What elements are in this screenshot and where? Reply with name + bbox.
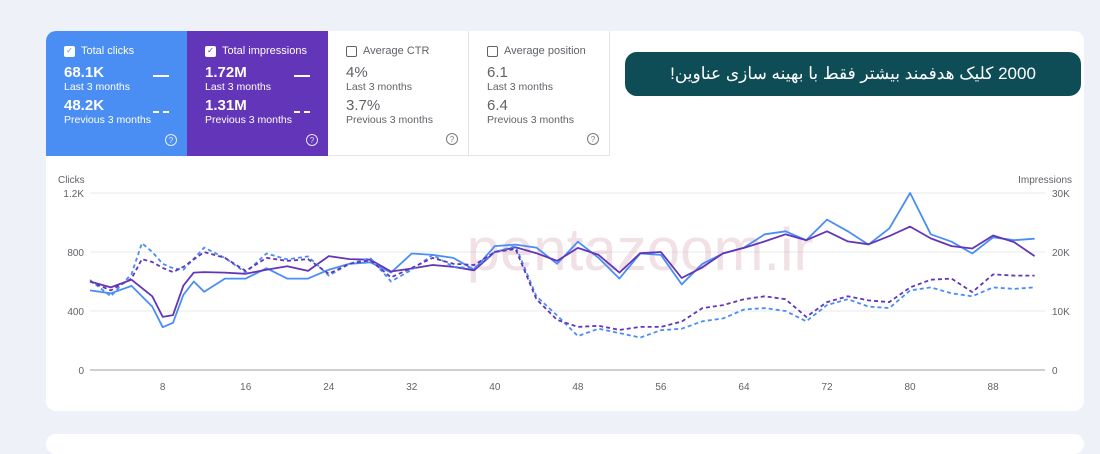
tile-prev-period: Previous 3 months bbox=[64, 114, 151, 126]
tile-header: ✓ Total clicks bbox=[64, 45, 187, 57]
tile-label: Total impressions bbox=[222, 45, 307, 57]
series-line-3 bbox=[89, 248, 1035, 331]
help-circle-icon[interactable]: ? bbox=[306, 134, 318, 146]
chart-lines bbox=[89, 192, 1036, 339]
y-left-tick-label: 1.2K bbox=[63, 189, 84, 200]
x-tick-label: 16 bbox=[240, 382, 252, 393]
x-tick-label: 80 bbox=[904, 382, 916, 393]
tile-period: Last 3 months bbox=[346, 81, 412, 93]
tile-value: 68.1K bbox=[64, 64, 105, 81]
tile-prev-value: 48.2K bbox=[64, 97, 105, 114]
x-tick-label: 48 bbox=[572, 382, 584, 393]
help-circle-icon[interactable]: ? bbox=[446, 133, 458, 145]
watermark: pentazoom.ir bbox=[467, 216, 814, 283]
series-line-1 bbox=[89, 225, 1036, 318]
tile-total-impressions[interactable]: ✓ Total impressions 1.72M Last 3 months … bbox=[187, 31, 328, 156]
tile-header: Average CTR bbox=[346, 45, 468, 57]
performance-chart: Clicks Impressions pentazoom.ir 0 0 400 10K… bbox=[58, 175, 1072, 393]
y-left-axis-label: Clicks bbox=[58, 175, 85, 186]
y-right-axis-label: Impressions bbox=[1018, 175, 1072, 186]
x-tick-label: 40 bbox=[489, 382, 501, 393]
check-icon[interactable]: ✓ bbox=[64, 45, 75, 57]
tile-average-ctr[interactable]: Average CTR 4% Last 3 months 3.7% Previo… bbox=[328, 31, 469, 156]
y-right-tick-label: 20K bbox=[1052, 248, 1070, 259]
tile-prev-value: 3.7% bbox=[346, 97, 381, 114]
help-circle-icon[interactable]: ? bbox=[165, 134, 177, 146]
help-circle-icon[interactable]: ? bbox=[587, 133, 599, 145]
checkbox-icon[interactable] bbox=[487, 45, 498, 57]
dashed-line-legend-icon bbox=[294, 111, 310, 113]
solid-line-legend-icon bbox=[153, 75, 169, 77]
tile-label: Average position bbox=[504, 45, 586, 57]
series-line-2 bbox=[89, 242, 1035, 339]
tile-header: Average position bbox=[487, 45, 609, 57]
y-left-tick-label: 800 bbox=[67, 248, 84, 259]
solid-line-legend-icon bbox=[294, 75, 310, 77]
next-card-edge bbox=[46, 434, 1084, 454]
tile-value: 4% bbox=[346, 64, 368, 81]
tile-average-position[interactable]: Average position 6.1 Last 3 months 6.4 P… bbox=[469, 31, 610, 156]
x-tick-label: 32 bbox=[406, 382, 418, 393]
checkbox-icon[interactable] bbox=[346, 45, 357, 57]
x-tick-label: 56 bbox=[655, 382, 667, 393]
tile-period: Last 3 months bbox=[64, 81, 130, 93]
y-left-tick-label: 400 bbox=[67, 307, 84, 318]
tile-period: Last 3 months bbox=[205, 81, 271, 93]
tile-label: Total clicks bbox=[81, 45, 135, 57]
tile-prev-value: 1.31M bbox=[205, 97, 247, 114]
tile-value: 6.1 bbox=[487, 64, 508, 81]
chart-ticks: 0 0 400 10K 800 20K 1.2K 30K 8 16 24 32 40 48 56 64 72 80… bbox=[63, 189, 1070, 393]
tile-period: Last 3 months bbox=[487, 81, 553, 93]
check-icon[interactable]: ✓ bbox=[205, 45, 216, 57]
x-tick-label: 8 bbox=[160, 382, 166, 393]
tile-value: 1.72M bbox=[205, 64, 247, 81]
promo-banner: 2000 کلیک هدفمند بیشتر فقط با بهینه سازی… bbox=[625, 52, 1081, 96]
y-left-tick-label: 0 bbox=[78, 366, 84, 377]
x-tick-label: 64 bbox=[738, 382, 750, 393]
metric-tiles: ✓ Total clicks 68.1K Last 3 months 48.2K… bbox=[46, 31, 610, 156]
x-tick-label: 88 bbox=[988, 382, 1000, 393]
tile-prev-period: Previous 3 months bbox=[487, 114, 574, 126]
tile-total-clicks[interactable]: ✓ Total clicks 68.1K Last 3 months 48.2K… bbox=[46, 31, 187, 156]
tile-prev-value: 6.4 bbox=[487, 97, 508, 114]
dashed-line-legend-icon bbox=[153, 111, 169, 113]
tile-prev-period: Previous 3 months bbox=[346, 114, 433, 126]
tile-prev-period: Previous 3 months bbox=[205, 114, 292, 126]
y-right-tick-label: 30K bbox=[1052, 189, 1070, 200]
x-tick-label: 24 bbox=[323, 382, 335, 393]
x-tick-label: 72 bbox=[821, 382, 833, 393]
y-right-tick-label: 0 bbox=[1052, 366, 1058, 377]
tile-header: ✓ Total impressions bbox=[205, 45, 328, 57]
tile-label: Average CTR bbox=[363, 45, 430, 57]
y-right-tick-label: 10K bbox=[1052, 307, 1070, 318]
